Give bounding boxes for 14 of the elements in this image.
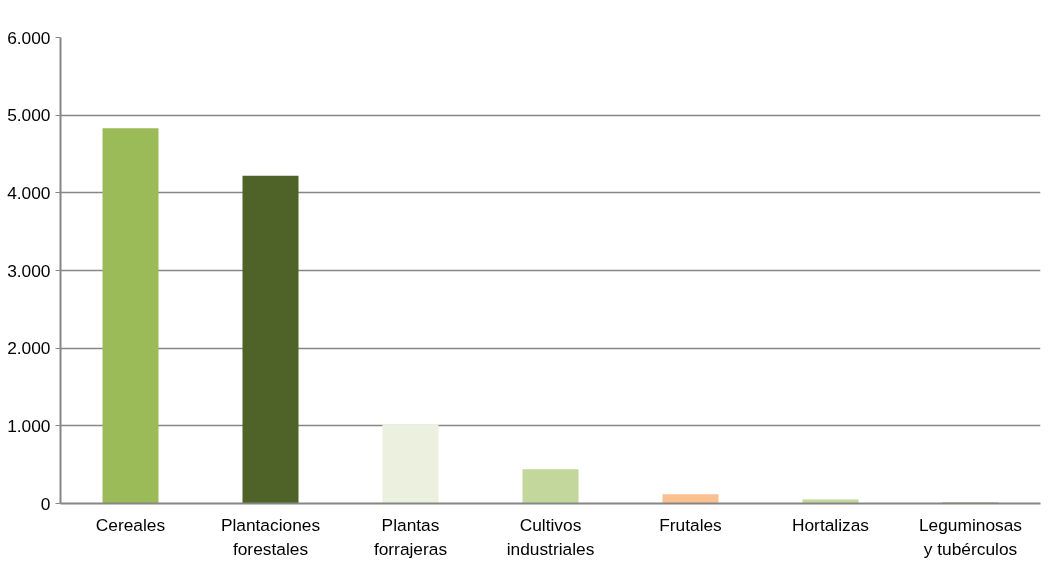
x-tick-label: Leguminosas y tubérculos	[918, 514, 1023, 559]
y-tick-label: 2.000	[7, 338, 51, 359]
y-tick-label: 6.000	[7, 27, 51, 48]
x-tick-label: Frutales	[659, 514, 723, 535]
y-tick-label: 4.000	[7, 182, 51, 203]
x-tick-label: Plantas forrajeras	[373, 514, 448, 559]
y-tick-label: 3.000	[7, 260, 51, 281]
x-tick-label: Plantaciones forestales	[220, 514, 321, 559]
x-tick-label: Cultivos industriales	[506, 514, 595, 559]
x-tick-label: Hortalizas	[791, 514, 870, 535]
y-tick-label: 1.000	[7, 415, 51, 436]
x-tick-label: Cereales	[95, 514, 166, 535]
y-tick-label: 0	[40, 493, 51, 514]
y-tick-label: 5.000	[7, 105, 51, 126]
